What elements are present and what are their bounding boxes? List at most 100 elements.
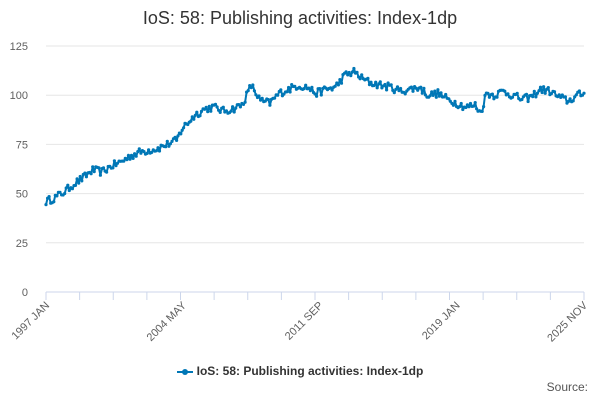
data-point <box>308 89 312 93</box>
data-point <box>318 87 322 91</box>
y-tick-label-75: 75 <box>16 139 28 151</box>
data-point <box>63 191 67 196</box>
data-point <box>433 89 437 93</box>
data-point <box>372 83 376 88</box>
data-point <box>80 179 84 183</box>
y-tick-label-25: 25 <box>16 238 28 250</box>
data-point <box>524 92 529 96</box>
data-point <box>515 91 519 95</box>
data-point <box>339 81 344 85</box>
data-point <box>207 104 211 108</box>
data-point <box>447 97 451 101</box>
x-tick-label: 2011 SEP <box>283 300 326 343</box>
data-point <box>437 94 441 98</box>
data-point <box>122 159 126 163</box>
data-point <box>112 159 116 163</box>
data-point <box>461 107 465 112</box>
x-tick-label: 2019 JAN <box>420 300 463 343</box>
data-point <box>273 96 277 100</box>
data-point <box>319 93 323 97</box>
data-point <box>192 117 196 121</box>
data-point <box>310 85 314 89</box>
data-point <box>209 109 213 113</box>
data-point <box>486 91 490 95</box>
data-point <box>180 128 184 132</box>
data-point <box>369 80 373 84</box>
data-point <box>58 190 62 194</box>
data-point <box>559 95 563 99</box>
x-axis <box>45 291 585 300</box>
data-point <box>97 166 101 170</box>
data-point <box>375 86 379 90</box>
data-point <box>179 132 183 136</box>
data-point <box>55 194 59 198</box>
data-point <box>67 188 71 193</box>
data-point <box>333 84 337 88</box>
data-point <box>91 165 95 169</box>
data-point <box>125 158 129 162</box>
data-point <box>134 154 138 158</box>
data-point <box>145 151 149 155</box>
data-point <box>451 103 455 107</box>
data-point <box>70 187 74 191</box>
data-point <box>131 156 135 160</box>
data-point <box>136 150 140 154</box>
data-point <box>243 100 247 104</box>
data-point <box>154 149 158 153</box>
data-point <box>389 83 393 87</box>
data-point <box>241 102 246 106</box>
data-point <box>249 86 253 90</box>
data-point <box>206 110 210 114</box>
data-point <box>535 91 540 95</box>
data-point <box>403 92 407 96</box>
data-point <box>510 95 515 99</box>
data-point <box>490 92 494 96</box>
source-label: Source: <box>546 380 588 394</box>
data-point <box>520 97 524 102</box>
data-point <box>574 93 578 97</box>
data-point <box>142 150 146 154</box>
data-point <box>193 113 197 117</box>
data-point <box>66 183 70 187</box>
data-point <box>89 172 93 176</box>
data-point <box>167 144 171 148</box>
data-point <box>47 195 51 199</box>
data-point <box>304 83 308 87</box>
data-point <box>577 89 582 93</box>
data-point <box>383 82 387 87</box>
data-point <box>218 110 222 114</box>
data-point <box>546 86 550 90</box>
data-point <box>98 173 102 177</box>
data-point <box>420 91 424 95</box>
data-point <box>423 93 427 97</box>
data-point <box>330 88 334 92</box>
data-point <box>224 109 228 113</box>
data-point <box>540 90 544 95</box>
data-point <box>213 102 218 106</box>
data-point <box>349 74 353 78</box>
data-point <box>355 70 359 74</box>
data-point <box>64 186 68 190</box>
data-point <box>150 150 154 154</box>
legend[interactable]: IoS: 58: Publishing activities: Index-1d… <box>0 364 600 378</box>
data-point <box>302 87 306 91</box>
data-point <box>467 105 471 109</box>
data-point <box>190 115 194 119</box>
x-axis-labels: 1997 JAN 2004 MAY 2011 SEP 2019 JAN 2025 NOV <box>9 299 590 344</box>
series-layer <box>44 66 586 207</box>
data-point <box>204 105 208 109</box>
data-point <box>186 122 190 127</box>
y-tick-label-50: 50 <box>16 189 28 201</box>
data-point <box>366 76 370 80</box>
data-point <box>458 104 462 109</box>
data-point <box>307 86 311 90</box>
data-point <box>531 95 535 99</box>
data-point <box>422 86 426 90</box>
data-point <box>170 139 174 143</box>
y-tick-label-100: 100 <box>10 90 28 102</box>
data-point <box>360 73 364 77</box>
data-point <box>114 164 118 168</box>
data-point <box>231 105 235 109</box>
y-tick-label-125: 125 <box>10 41 28 53</box>
data-point <box>285 90 289 94</box>
